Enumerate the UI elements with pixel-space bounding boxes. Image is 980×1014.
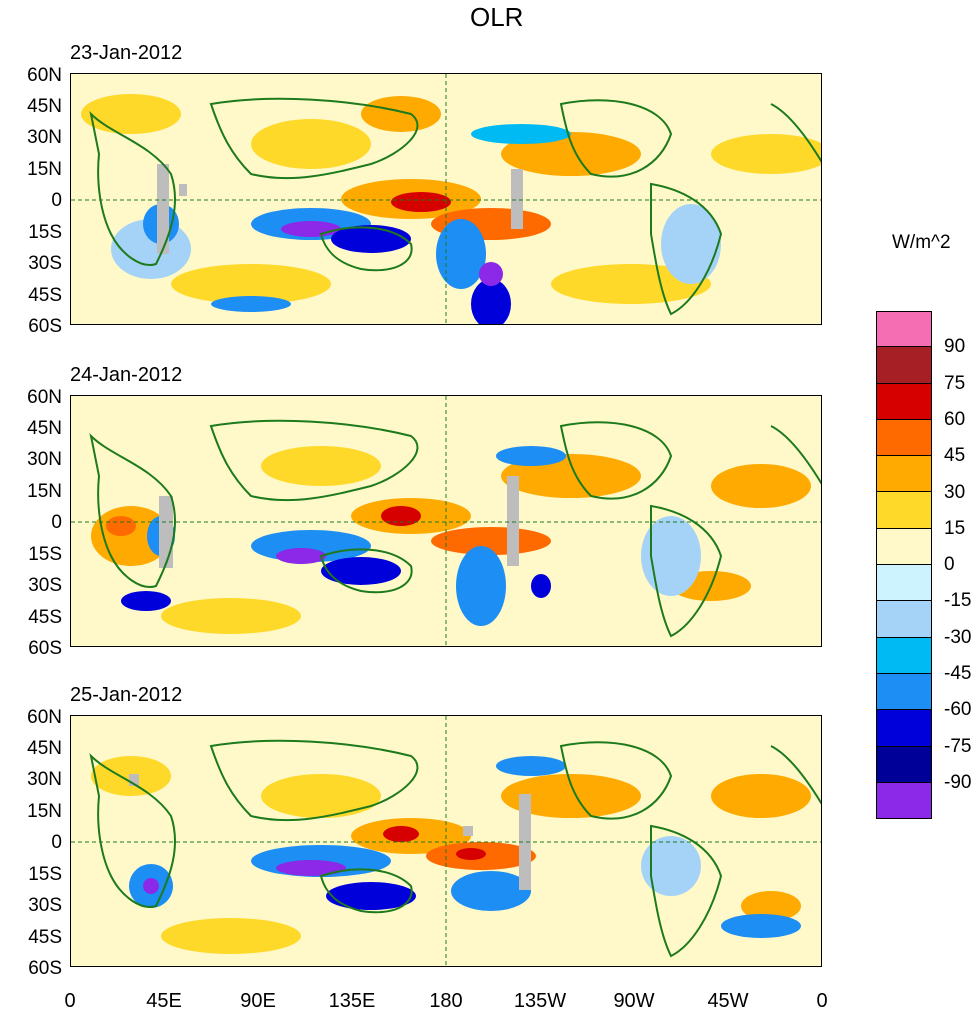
lat-label: 15N	[27, 801, 62, 822]
lat-label: 60S	[28, 316, 62, 337]
lat-label: 15N	[27, 159, 62, 180]
lat-label: 60S	[28, 958, 62, 979]
panel-2-date: 24-Jan-2012	[70, 364, 183, 386]
lat-label: 60N	[27, 387, 62, 408]
colorbar-label: 15	[944, 517, 966, 539]
lat-label: 30N	[27, 769, 62, 790]
lat-label: 30N	[27, 449, 62, 470]
lon-label: 0	[64, 990, 76, 1012]
lon-label: 45E	[146, 990, 182, 1012]
colorbar-label: -45	[944, 663, 972, 684]
colorbar-label: 45	[944, 445, 966, 467]
panel-1-date: 23-Jan-2012	[70, 42, 183, 64]
coastlines	[89, 97, 821, 316]
anomaly-blobs	[91, 446, 811, 634]
lat-label: 45N	[27, 96, 62, 117]
lat-label: 45S	[28, 607, 62, 628]
lat-label: 15N	[27, 481, 62, 502]
colorbar-swatch	[876, 673, 932, 711]
panel-3-map	[70, 715, 822, 967]
lon-label: 90W	[613, 990, 655, 1012]
lat-label: 45S	[28, 285, 62, 306]
lat-label: 45S	[28, 927, 62, 948]
lat-label: 45N	[27, 738, 62, 759]
anomaly-blobs	[91, 756, 811, 954]
coastlines	[89, 419, 821, 638]
missing-data	[129, 774, 531, 890]
colorbar-swatch	[876, 601, 932, 638]
lon-label: 0	[816, 990, 828, 1012]
anomaly-blobs	[81, 94, 821, 324]
lat-label: 0	[51, 512, 62, 533]
lon-label: 135E	[328, 990, 376, 1012]
colorbar-swatch	[876, 347, 932, 384]
colorbar-swatch	[876, 637, 932, 674]
colorbar	[876, 311, 932, 820]
colorbar-label: -90	[944, 771, 972, 793]
panel-3-date: 25-Jan-2012	[70, 684, 183, 706]
colorbar-label: 0	[944, 554, 955, 576]
lat-label: 30S	[28, 575, 62, 596]
colorbar-label: 30	[944, 481, 966, 503]
colorbar-label: 90	[944, 336, 966, 358]
lat-label: 15S	[28, 864, 62, 885]
colorbar-label: -30	[944, 626, 972, 648]
missing-data	[159, 476, 519, 568]
colorbar-label: -75	[944, 735, 972, 757]
colorbar-label: -60	[944, 699, 972, 721]
colorbar-swatch	[876, 492, 932, 529]
colorbar-swatch	[876, 419, 932, 457]
panel-2-map	[70, 395, 822, 647]
panel-1-field	[71, 74, 821, 324]
lat-label: 15S	[28, 222, 62, 243]
panel-2-field	[71, 396, 821, 646]
colorbar-swatch	[876, 746, 932, 783]
lon-label: 180	[429, 990, 463, 1012]
colorbar-swatch	[876, 311, 932, 348]
panel-3-field	[71, 716, 821, 966]
lat-label: 30N	[27, 127, 62, 148]
lon-label: 90E	[240, 990, 276, 1012]
lat-label: 60S	[28, 638, 62, 659]
lat-label: 0	[51, 190, 62, 211]
colorbar-swatch	[876, 710, 932, 747]
lat-label: 0	[51, 832, 62, 853]
lat-label: 15S	[28, 544, 62, 565]
lat-label: 60N	[27, 65, 62, 86]
colorbar-units: W/m^2	[892, 232, 951, 253]
panel-1-map	[70, 73, 822, 325]
colorbar-label: -15	[944, 590, 972, 612]
colorbar-swatch	[876, 528, 932, 566]
coastlines	[89, 739, 821, 958]
lon-label: 45W	[707, 990, 749, 1012]
lat-label: 45N	[27, 418, 62, 439]
colorbar-swatch	[876, 456, 932, 493]
colorbar-label: 60	[944, 408, 966, 430]
lat-label: 30S	[28, 895, 62, 916]
colorbar-swatch	[876, 782, 932, 820]
colorbar-label: 75	[944, 372, 966, 394]
lat-label: 60N	[27, 707, 62, 728]
figure-title: OLR	[470, 2, 524, 32]
colorbar-swatch	[876, 383, 932, 420]
lon-label: 135W	[513, 990, 567, 1012]
lat-label: 30S	[28, 253, 62, 274]
missing-data	[157, 164, 523, 254]
colorbar-swatch	[876, 565, 932, 602]
